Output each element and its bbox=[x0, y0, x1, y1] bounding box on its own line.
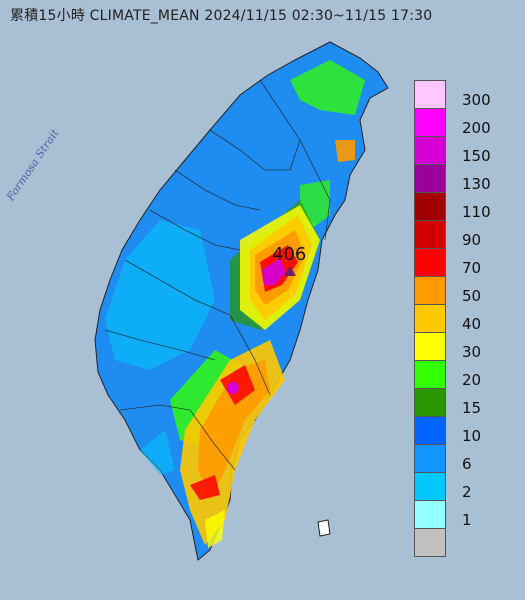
legend-swatch bbox=[414, 193, 446, 221]
legend-label: 6 bbox=[462, 455, 472, 473]
legend-label: 20 bbox=[462, 371, 482, 389]
legend-swatch bbox=[414, 277, 446, 305]
legend-label: 15 bbox=[462, 399, 482, 417]
legend-label: 2 bbox=[462, 483, 472, 501]
legend-swatch bbox=[414, 417, 446, 445]
legend-label: 110 bbox=[462, 203, 491, 221]
legend-swatch bbox=[414, 333, 446, 361]
legend-swatch bbox=[414, 501, 446, 529]
legend-swatch bbox=[414, 137, 446, 165]
legend-swatch bbox=[414, 529, 446, 557]
legend-swatch bbox=[414, 473, 446, 501]
legend-label: 200 bbox=[462, 119, 491, 137]
legend-label: 50 bbox=[462, 287, 482, 305]
legend-label: 10 bbox=[462, 427, 482, 445]
legend-label: 130 bbox=[462, 175, 491, 193]
peak-value: 406 bbox=[272, 244, 307, 265]
legend-swatch bbox=[414, 221, 446, 249]
legend-label: 300 bbox=[462, 91, 491, 109]
legend-label: 40 bbox=[462, 315, 482, 333]
county-boundaries bbox=[104, 79, 331, 471]
legend-label: 150 bbox=[462, 147, 491, 165]
legend-swatch bbox=[414, 80, 446, 109]
legend-swatch bbox=[414, 109, 446, 137]
legend-swatch bbox=[414, 165, 446, 193]
orchid-island bbox=[317, 519, 331, 537]
legend-label: 90 bbox=[462, 231, 482, 249]
legend-swatch bbox=[414, 361, 446, 389]
legend-label: 30 bbox=[462, 343, 482, 361]
legend-label: 70 bbox=[462, 259, 482, 277]
map-title: 累積15小時 CLIMATE_MEAN 2024/11/15 02:30~11/… bbox=[10, 8, 433, 24]
legend-swatch bbox=[414, 305, 446, 333]
legend-label: 1 bbox=[462, 511, 472, 529]
legend-swatch bbox=[414, 389, 446, 417]
peak-marker bbox=[284, 266, 296, 276]
legend-colorbar bbox=[414, 80, 446, 557]
legend-swatch bbox=[414, 249, 446, 277]
legend-swatch bbox=[414, 445, 446, 473]
